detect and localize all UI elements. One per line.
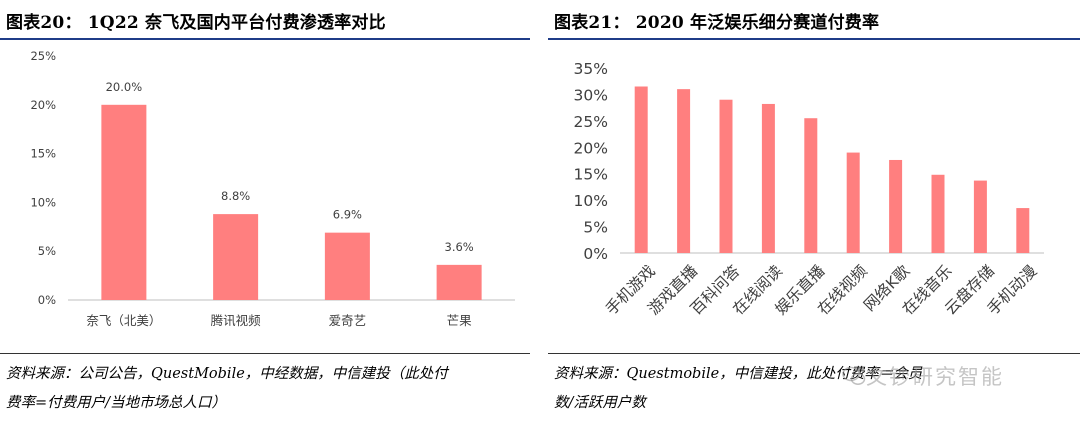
x-tick-label: 奈飞（北美）	[86, 313, 161, 328]
data-label: 3.6%	[445, 240, 474, 254]
y-tick-label: 15%	[30, 147, 56, 161]
x-tick-label: 腾讯视频	[211, 313, 262, 328]
title-rule	[548, 38, 1080, 40]
figure-20-source: 资料来源：公司公告，QuestMobile，中经数据，中信建投（此处付 费率=付…	[6, 360, 522, 418]
bar	[436, 264, 482, 300]
y-tick-label: 15%	[574, 166, 608, 184]
y-tick-label: 20%	[574, 139, 608, 157]
bar	[634, 86, 648, 253]
figure-21-source: 资料来源：Questmobile，中信建投，此处付费率＝会员 数/活跃用户数	[554, 360, 1072, 418]
bar	[1016, 208, 1030, 253]
bar	[973, 180, 987, 253]
y-tick-label: 0%	[38, 293, 56, 307]
data-label: 8.8%	[221, 189, 250, 203]
figure-21-title: 图表21： 2020 年泛娱乐细分赛道付费率	[554, 13, 880, 33]
bar	[213, 214, 259, 300]
figure-20-bar-chart: 0% 5% 10% 15% 20% 25% 20.0% 奈飞（北美） 8.8% 腾讯视频 6.9% 爱…	[30, 49, 515, 328]
figure-21-panel: 图表21： 2020 年泛娱乐细分赛道付费率 0% 5% 10% 15% 20% 25% 3…	[548, 0, 1080, 424]
figure-20-title: 图表20： 1Q22 奈飞及国内平台付费渗透率对比	[6, 13, 386, 33]
figure-20-panel: 图表20： 1Q22 奈飞及国内平台付费渗透率对比 0% 5% 10% 15% 20% 2…	[0, 0, 530, 424]
bar	[324, 232, 370, 300]
y-tick-label: 10%	[574, 192, 608, 210]
y-tick-label: 5%	[38, 244, 56, 258]
y-tick-label: 30%	[574, 86, 608, 104]
source-line: 费率=付费用户/当地市场总人口）	[6, 395, 227, 411]
y-tick-label: 10%	[30, 195, 56, 209]
bar	[761, 103, 775, 253]
y-tick-label: 0%	[583, 245, 608, 263]
y-tick-label: 5%	[583, 219, 608, 237]
bar	[889, 159, 903, 253]
source-rule	[0, 353, 530, 354]
data-label: 20.0%	[106, 80, 143, 94]
x-tick-label: 爱奇艺	[329, 313, 367, 328]
figure-21-bar-chart: 0%5%10%15%20%25%30%35%手机游戏游戏直播百科问答在线阅读娱乐…	[574, 60, 1044, 318]
y-tick-label: 25%	[30, 49, 56, 63]
y-tick-label: 25%	[574, 113, 608, 131]
y-tick-label: 35%	[574, 60, 608, 78]
source-line: 资料来源：公司公告，QuestMobile，中经数据，中信建投（此处付	[6, 366, 448, 382]
bar	[719, 99, 733, 253]
y-tick-label: 20%	[30, 98, 56, 112]
data-label: 6.9%	[333, 208, 362, 222]
source-line: 资料来源：Questmobile，中信建投，此处付费率＝会员	[554, 366, 923, 382]
title-rule	[0, 38, 530, 40]
bar	[846, 152, 860, 253]
bar	[677, 89, 691, 253]
x-tick-label: 芒果	[447, 313, 473, 328]
source-line: 数/活跃用户数	[554, 395, 646, 411]
bar	[101, 104, 147, 300]
bar	[804, 118, 818, 253]
bar	[931, 174, 945, 253]
source-rule	[548, 353, 1080, 354]
